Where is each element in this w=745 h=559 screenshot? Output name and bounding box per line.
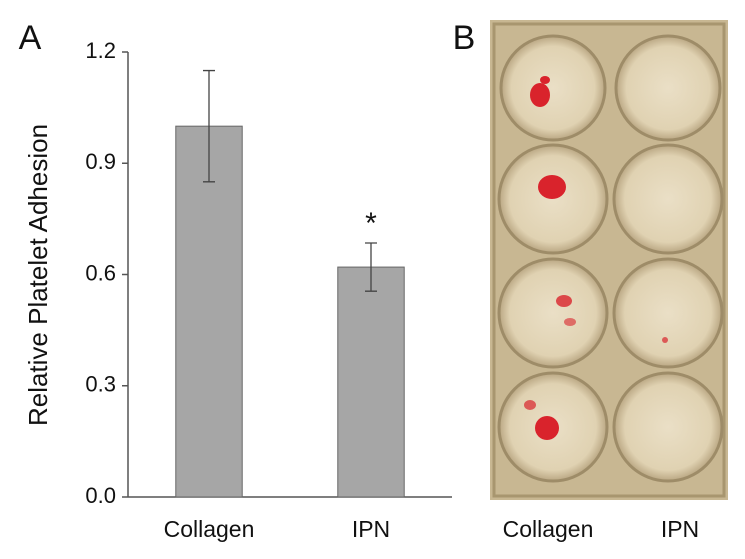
y-tick-label: 0.3 [85, 372, 116, 397]
well [497, 257, 609, 369]
error-bar [365, 242, 377, 292]
well-plate-photo [490, 20, 728, 500]
platelet-spot [530, 83, 550, 107]
well [499, 34, 607, 142]
platelet-spot [662, 337, 668, 343]
photo-column-label: Collagen [503, 516, 594, 542]
y-tick-label: 0.6 [85, 260, 116, 285]
well [612, 143, 724, 255]
bar-chart: 0.0 0.3 0.6 0.9 1.2 Collagen IPN * [85, 38, 452, 542]
photo-column-label: IPN [661, 516, 699, 542]
platelet-spot [524, 400, 536, 410]
y-axis-label: Relative Platelet Adhesion [23, 124, 53, 426]
y-tick-label: 0.9 [85, 149, 116, 174]
plate-edge [492, 22, 726, 498]
platelet-spot [564, 318, 576, 326]
error-bar [203, 69, 215, 183]
panel-label: B [453, 19, 476, 57]
y-tick-label: 0.0 [85, 483, 116, 508]
well [497, 143, 609, 255]
y-tick-label: 1.2 [85, 38, 116, 63]
x-tick-label: IPN [352, 516, 390, 542]
platelet-spot [538, 175, 566, 199]
bar [337, 266, 405, 498]
x-tick-label: Collagen [164, 516, 255, 542]
platelet-spot [556, 295, 572, 307]
bar [175, 125, 243, 498]
well [612, 371, 724, 483]
significance-marker: * [365, 207, 377, 240]
panel-label: A [19, 19, 42, 57]
well [614, 34, 722, 142]
platelet-spot [535, 416, 559, 440]
well [612, 257, 724, 369]
platelet-spot [540, 76, 550, 84]
